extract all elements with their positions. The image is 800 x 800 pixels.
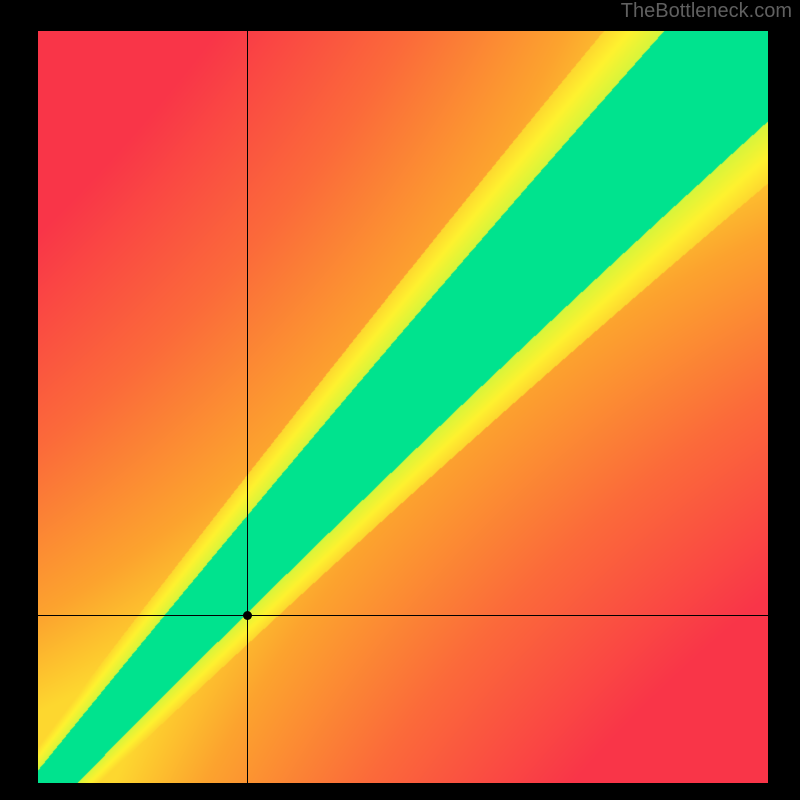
watermark-text: TheBottleneck.com (621, 0, 792, 23)
bottleneck-marker (243, 611, 252, 620)
heatmap-canvas (38, 31, 768, 783)
crosshair-horizontal (38, 615, 768, 616)
crosshair-vertical (247, 31, 248, 783)
plot-area (38, 31, 768, 783)
chart-container: TheBottleneck.com (0, 0, 800, 800)
